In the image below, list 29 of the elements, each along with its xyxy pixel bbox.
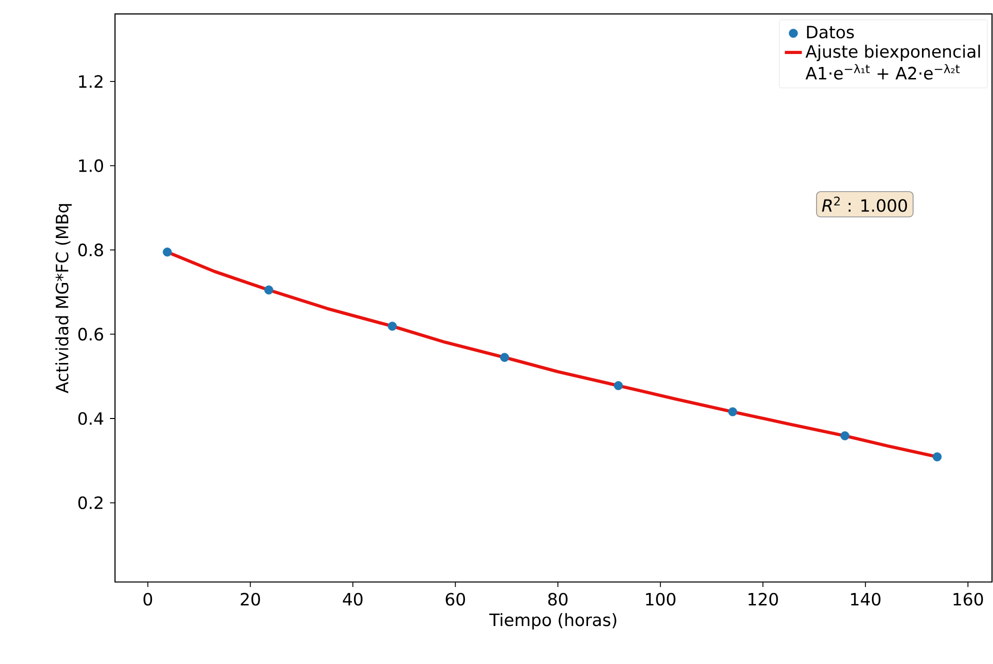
point (840, 431, 850, 440)
point (614, 381, 623, 390)
annotation: A1·e$^{−λ₁t}$ + A2·e$^{−λ₂t}$ (806, 64, 960, 80)
x-tick-label: 140 (851, 592, 880, 606)
annotation: R$^{2}$ : 1.000 (822, 196, 907, 212)
x-tick-label: 60 (446, 592, 466, 606)
y-axis-title: Actividad MG*FC (MBq (55, 204, 72, 394)
x-tick-label: 100 (646, 592, 676, 606)
y-tick-label: 0.2 (78, 496, 102, 510)
x-tick-label: 20 (240, 592, 260, 606)
point (500, 352, 510, 362)
point (388, 322, 397, 331)
point (264, 285, 274, 294)
x-tick-label: 160 (954, 592, 983, 606)
point (932, 452, 942, 462)
x-tick-label: 80 (548, 592, 568, 606)
point (728, 407, 738, 416)
y-tick-label: 0.6 (78, 328, 104, 341)
x-axis-title: Tiempo (horas) (489, 613, 616, 630)
x-tick-label: 0 (144, 592, 152, 606)
x-tick-label: 40 (342, 592, 362, 606)
y-tick-label: 0.8 (78, 244, 104, 256)
y-tick-label: 0.4 (78, 412, 104, 425)
y-tick-label: 1.0 (79, 159, 104, 172)
legend-label: Datos (807, 26, 854, 38)
x-tick-label: 120 (748, 592, 778, 606)
y-tick-label: 1.2 (79, 75, 102, 88)
legend-label: Ajuste biexponencial (806, 44, 980, 62)
point (162, 248, 172, 257)
